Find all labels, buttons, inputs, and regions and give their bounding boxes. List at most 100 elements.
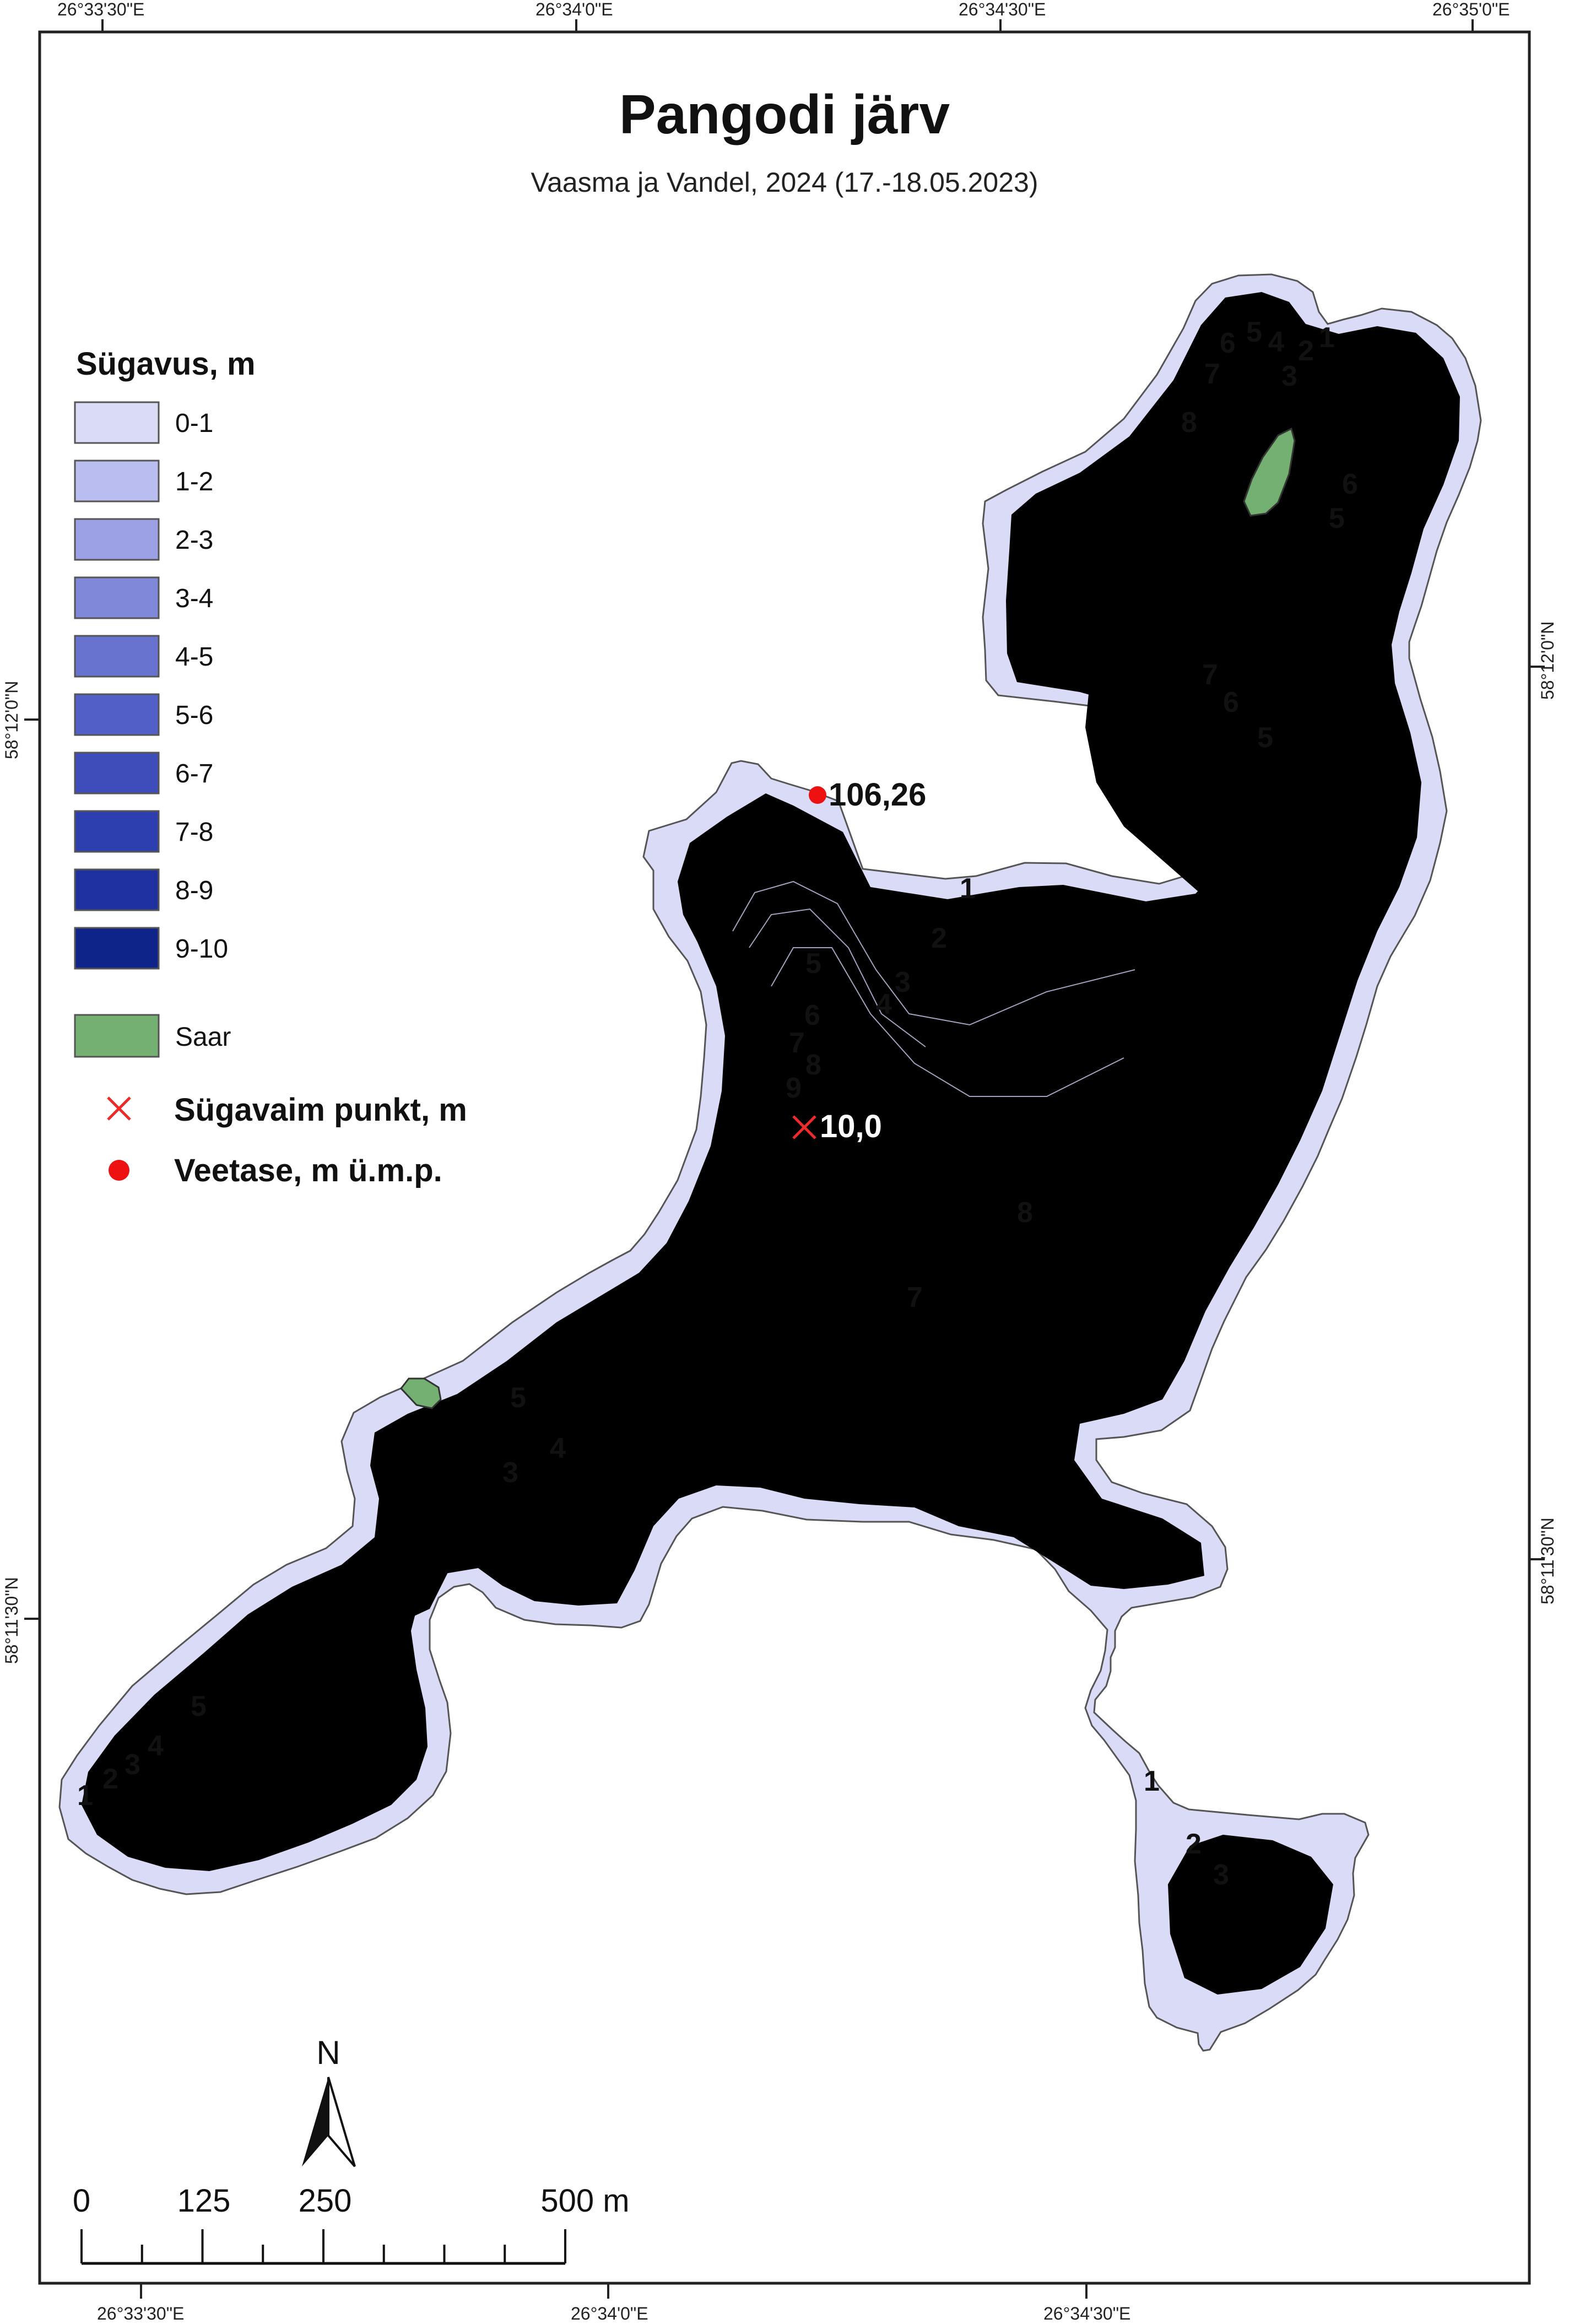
depth-label: 3: [502, 1457, 518, 1489]
depth-zone-9-10-main: [778, 1063, 836, 1128]
coord-bottom-1: 26°33'30"E: [97, 2304, 184, 2323]
north-arrow-dark-half: [302, 2077, 328, 2166]
scale-label-0: 0: [73, 2183, 90, 2219]
legend-swatch-7-8: [74, 810, 160, 853]
water-level-value: 106,26: [829, 777, 926, 813]
depth-label: 2: [931, 922, 947, 954]
depth-label: 3: [895, 966, 911, 998]
legend-deepest-label: Sügavaim punkt, m: [174, 1092, 467, 1128]
depth-zone-8-9-southeast: [1030, 1195, 1065, 1228]
coord-top-3: 26°34'30"E: [959, 0, 1046, 19]
depth-zone-8-9-northeast: [1162, 408, 1215, 496]
coord-bottom-2: 26°34'0"E: [571, 2304, 648, 2323]
legend-island-label: Saar: [175, 1023, 231, 1052]
legend-swatch-3-4: [74, 576, 160, 619]
deepest-point-marker: [792, 1115, 816, 1139]
contour-lines: [732, 880, 1135, 1097]
depth-label: 7: [1202, 659, 1218, 691]
map-subtitle: Vaasma ja Vandel, 2024 (17.-18.05.2023): [531, 167, 1038, 198]
depth-label: 5: [1329, 502, 1345, 534]
legend-label-8-9: 8-9: [175, 876, 213, 905]
depth-zone-7-8-north: [1184, 621, 1243, 695]
legend-swatch-6-7: [74, 752, 160, 795]
north-arrow-light-half: [327, 2077, 356, 2168]
legend-title: Sügavus, m: [76, 346, 256, 382]
depth-label: 6: [804, 999, 820, 1031]
north-arrow-label: N: [316, 2034, 340, 2071]
coord-left-2: 58°11'30"N: [2, 1577, 21, 1664]
subtitle-date: (17.-18.05.2023): [835, 167, 1038, 198]
legend-swatch-9-10: [74, 927, 160, 970]
coord-top-1: 26°33'30"E: [57, 0, 144, 19]
depth-label: 8: [1181, 407, 1197, 439]
depth-label: 7: [789, 1027, 805, 1059]
depth-label: 1: [1319, 322, 1335, 354]
scale-bar: 0 125 250 500 m: [73, 2183, 630, 2265]
legend-island-swatch: [74, 1014, 160, 1058]
depth-label: 6: [1223, 687, 1239, 718]
depth-label: 4: [148, 1730, 164, 1762]
legend-label-2-3: 2-3: [175, 526, 213, 555]
legend-label-0-1: 0-1: [175, 409, 213, 438]
legend-swatch-4-5: [74, 635, 160, 678]
legend-label-6-7: 6-7: [175, 759, 213, 788]
legend-swatch-0-1: [74, 401, 160, 444]
legend-label-4-5: 4-5: [175, 642, 213, 672]
legend-depth-classes: 0-1 1-2 2-3 3-4 4-5 5-6 6-7 7-8 8-9 9-10: [74, 401, 228, 970]
depth-label: 5: [1257, 722, 1273, 754]
deepest-point-value: 10,0: [820, 1109, 882, 1144]
legend-swatch-5-6: [74, 693, 160, 736]
depth-label: 9: [786, 1072, 802, 1104]
coord-right-2: 58°11'30"N: [1538, 1517, 1557, 1604]
depth-label: 4: [876, 988, 892, 1020]
depth-label: 4: [1268, 326, 1284, 358]
map-title: Pangodi järv: [619, 84, 950, 145]
depth-label: 2: [1298, 335, 1314, 367]
legend-label-3-4: 3-4: [175, 584, 213, 613]
legend-swatch-2-3: [74, 518, 160, 561]
depth-label: 1: [1144, 1765, 1160, 1797]
scale-label-500: 500 m: [540, 2183, 629, 2219]
scale-label-125: 125: [177, 2183, 231, 2219]
depth-label: 6: [1342, 468, 1358, 500]
depth-label: 3: [125, 1749, 140, 1781]
north-arrow: N: [302, 2034, 356, 2168]
water-level-marker: [809, 786, 826, 804]
coord-top-2: 26°34'0"E: [535, 0, 613, 19]
legend-deepest-icon: [107, 1096, 131, 1121]
depth-label: 3: [1281, 360, 1297, 392]
depth-label: 1: [77, 1780, 93, 1812]
subtitle-authors: Vaasma ja Vandel, 2024: [531, 167, 826, 198]
legend-water-level-label: Veetase, m ü.m.p.: [174, 1153, 442, 1188]
lake-bathymetry: [58, 273, 1482, 2052]
coord-bottom-3: 26°34'30"E: [1043, 2304, 1130, 2323]
depth-label: 2: [102, 1763, 118, 1795]
depth-label: 5: [191, 1690, 207, 1722]
depth-label: 8: [1017, 1197, 1033, 1229]
depth-label: 8: [805, 1049, 821, 1081]
scale-label-250: 250: [299, 2183, 352, 2219]
legend-swatch-1-2: [74, 460, 160, 502]
legend-label-9-10: 9-10: [175, 934, 228, 964]
depth-label: 6: [1220, 327, 1236, 359]
legend: Sügavus, m 0-1 1-2 2-3 3-4 4-5 5-6 6-7 7-8 8-9 9-…: [74, 346, 467, 1188]
graticule-ticks: [24, 19, 1545, 2299]
depth-labels: 6 5 4 2 1 7 3 8 6 5 7 6 5 1 2 3 4 5 6 7 …: [77, 316, 1358, 1891]
legend-label-7-8: 7-8: [175, 818, 213, 847]
depth-zone-4-5-southwest: [138, 1625, 331, 1747]
depth-label: 3: [1213, 1859, 1229, 1891]
depth-label: 7: [907, 1282, 923, 1314]
legend-label-1-2: 1-2: [175, 467, 213, 496]
depth-label: 1: [960, 873, 976, 905]
depth-label: 5: [510, 1382, 526, 1414]
scale-bar-ticks: [80, 2229, 566, 2263]
coord-right-1: 58°12'0"N: [1538, 621, 1557, 700]
island-northeast: [1243, 427, 1296, 517]
legend-swatch-8-9: [74, 868, 160, 911]
depth-label: 7: [1204, 358, 1220, 390]
depth-label: 5: [1246, 316, 1262, 348]
depth-label: 2: [1186, 1828, 1202, 1860]
legend-label-5-6: 5-6: [175, 701, 213, 730]
depth-zone-3-4-southeast-basin: [1201, 1879, 1284, 1945]
depth-label: 4: [550, 1433, 566, 1464]
